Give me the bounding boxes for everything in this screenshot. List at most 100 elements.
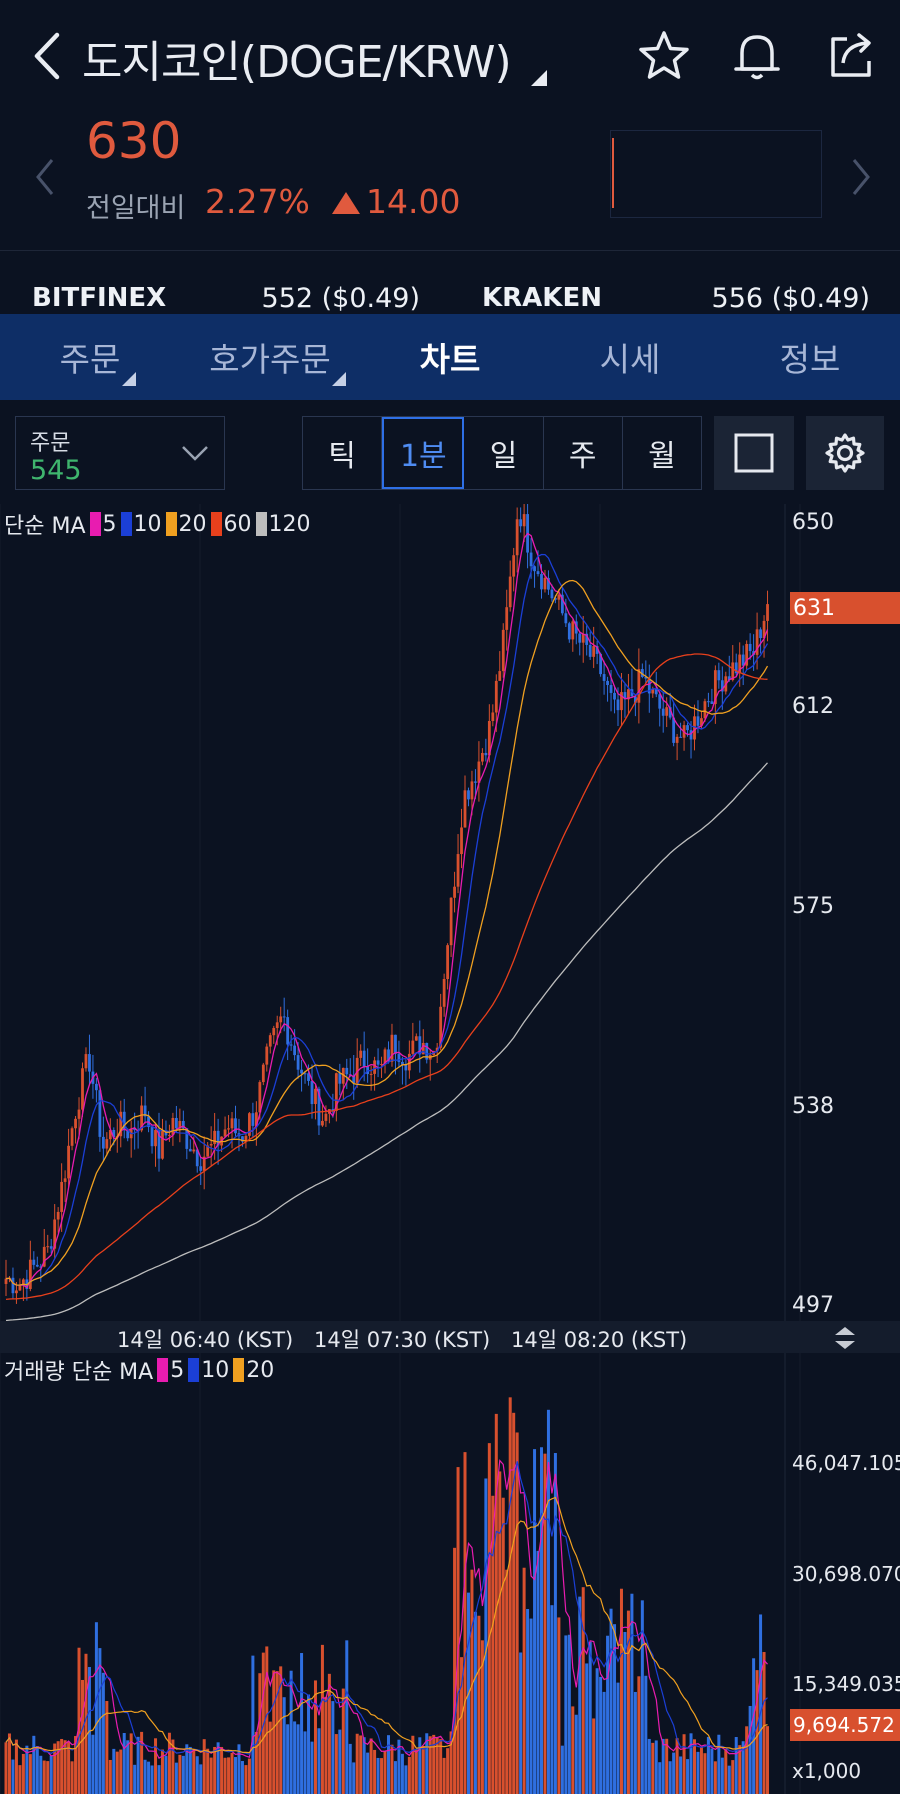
tab-limit-order[interactable]: 호가주문 [190,314,350,400]
volume-bar [571,1706,575,1794]
next-coin-arrow-icon[interactable] [846,152,876,202]
chart-canvas[interactable] [0,496,900,1794]
chart-area[interactable]: 단순 MA 5 10 20 60 120 650 631 612 575 538… [0,496,900,1794]
title-dropdown-caret[interactable] [520,68,547,88]
volume-bar [234,1757,237,1794]
volume-bar [77,1647,81,1794]
candle-body [293,1045,297,1056]
candle-body [435,1047,439,1052]
volume-bar [585,1663,589,1794]
period-tick[interactable]: 틱 [303,417,383,489]
volume-bar [696,1751,700,1794]
candle-body [693,716,696,740]
candle-body [498,671,502,681]
candle-body [168,1134,171,1136]
candle-body [547,577,550,590]
alert-button[interactable] [727,26,787,86]
ma-line-60 [5,653,768,1301]
volume-bar [592,1718,596,1794]
candle-body [56,1211,60,1220]
candle-body [317,1088,321,1126]
volume-bar [682,1734,686,1794]
volume-ma-line-5 [5,1459,768,1759]
volume-bar [46,1761,50,1794]
volume-bar [432,1734,436,1794]
period-1min[interactable]: 1분 [382,417,465,489]
volume-bar [633,1691,637,1794]
candle-body [564,613,568,624]
volume-bar [522,1567,526,1794]
candle-body [449,897,453,946]
volume-bar [18,1765,22,1794]
tab-market[interactable]: 시세 [570,314,690,400]
volume-bar [588,1641,592,1794]
candle-body [95,1083,98,1091]
volume-bar [578,1596,582,1794]
candle-body [178,1120,182,1129]
candle-body [748,643,752,652]
candle-body [373,1060,376,1074]
share-button[interactable] [822,26,882,86]
volume-bar [640,1600,644,1794]
volume-bar [70,1761,74,1794]
volume-bar [373,1749,377,1794]
candle-body [404,1064,408,1071]
candle-body [762,620,766,639]
prev-coin-arrow-icon[interactable] [30,152,60,202]
volume-bar [320,1644,324,1794]
chart-settings-button[interactable] [806,416,884,490]
gear-icon [825,433,865,473]
volume-bar [192,1748,196,1794]
candle-body [171,1117,175,1135]
candle-body [557,594,561,600]
volume-bar [216,1742,220,1794]
period-day[interactable]: 일 [464,417,544,489]
candle-body [275,1022,279,1029]
candle-body [679,736,682,738]
volume-bar [56,1741,60,1794]
volume-bar [626,1610,630,1794]
volume-bar [14,1739,18,1794]
volume-bar [140,1731,144,1794]
candle-body [713,670,717,704]
candle-body [261,1064,265,1083]
candle-body [554,598,557,600]
favorite-button[interactable] [634,26,694,86]
period-week[interactable]: 주 [544,417,623,489]
tab-chart[interactable]: 차트 [390,314,510,400]
candle-body [484,752,488,756]
exchange-value: 552 ($0.49) [261,283,420,314]
candle-body [574,621,578,634]
back-button[interactable] [24,28,68,84]
tab-order[interactable]: 주문 [30,314,150,400]
candle-body [39,1266,43,1268]
volume-bar [195,1756,199,1794]
candle-body [620,692,623,711]
candle-body [453,886,456,898]
candle-body [244,1135,248,1142]
candle-body [543,577,547,590]
volume-bar [227,1757,231,1794]
volume-bar [498,1471,502,1794]
candle-body [70,1128,74,1146]
volume-bar [536,1550,540,1794]
resize-handle-icon[interactable] [830,1325,860,1351]
x-tick-label: 14일 06:40 (KST) [117,1328,294,1352]
candle-body [383,1049,387,1064]
candle-body [644,676,648,679]
order-select[interactable]: 주문 545 [15,416,225,490]
page-title[interactable]: 도지코인(DOGE/KRW) [82,37,512,88]
fullscreen-button[interactable] [714,416,794,490]
candle-body [487,721,491,756]
tab-info[interactable]: 정보 [750,314,870,400]
volume-bar [376,1757,380,1794]
volume-bar [689,1733,693,1794]
candle-body [390,1034,394,1062]
period-month[interactable]: 월 [648,439,676,474]
candle-body [223,1129,227,1137]
candle-body [213,1130,217,1144]
candle-body [112,1130,116,1138]
volume-bar [143,1759,147,1794]
volume-bar [237,1744,241,1794]
volume-bar [167,1732,171,1794]
